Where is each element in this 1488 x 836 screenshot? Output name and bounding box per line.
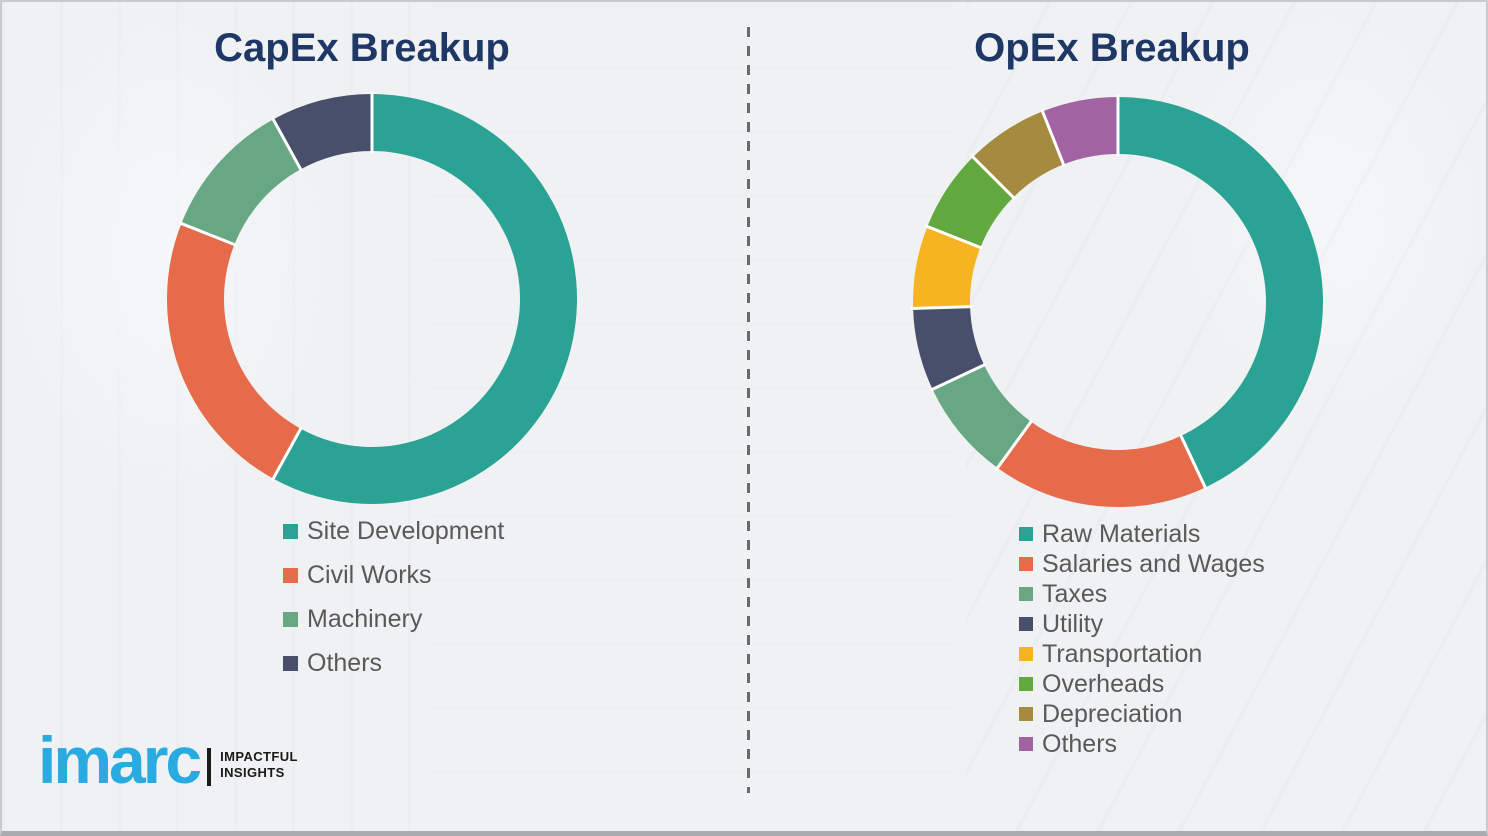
legend-label-raw-materials: Raw Materials [1042, 519, 1201, 548]
imarc-logo-tagline: IMPACTFUL INSIGHTS [220, 749, 298, 781]
legend-swatch-civil-works [283, 567, 298, 583]
donut-segment-machinery [181, 119, 301, 245]
segment-gap-line [995, 419, 1034, 471]
donut-segment-taxes [932, 365, 1032, 468]
imarc-logo: imarc IMPACTFUL INSIGHTS [38, 724, 298, 796]
tagline-line-2: INSIGHTS [220, 765, 285, 780]
legend-item-utility: Utility [1019, 609, 1265, 639]
opex-legend: Raw Materials Salaries and Wages Taxes Util… [1019, 519, 1265, 759]
legend-swatch-taxes [1019, 587, 1033, 601]
legend-swatch-others [1019, 737, 1033, 751]
donut-segment-raw-materials [1118, 97, 1323, 488]
legend-item-taxes: Taxes [1019, 579, 1265, 609]
legend-item-salaries-and-wages: Salaries and Wages [1019, 549, 1265, 579]
legend-item-others: Others [1019, 729, 1265, 759]
logo-divider-bar [207, 748, 212, 786]
legend-swatch-depreciation [1019, 707, 1033, 721]
legend-label-civil-works: Civil Works [307, 560, 432, 589]
legend-item-site-development: Site Development [283, 509, 504, 553]
panel-divider-dashed-line [747, 27, 750, 793]
segment-gap-line [924, 224, 983, 250]
opex-chart-title: OpEx Breakup [974, 26, 1250, 70]
opex-donut-chart [911, 95, 1323, 507]
legend-item-machinery: Machinery [283, 597, 504, 641]
legend-item-overheads: Overheads [1019, 669, 1265, 699]
legend-label-others: Others [307, 648, 383, 677]
legend-label-overheads: Overheads [1042, 669, 1165, 698]
segment-gap-line [970, 154, 1016, 200]
donut-segment-others [273, 94, 372, 170]
tagline-line-1: IMPACTFUL [220, 749, 298, 764]
legend-item-raw-materials: Raw Materials [1019, 519, 1265, 549]
legend-label-taxes: Taxes [1042, 579, 1108, 608]
legend-swatch-site-development [283, 523, 298, 539]
legend-swatch-others [283, 655, 298, 671]
legend-swatch-transportation [1019, 647, 1033, 661]
segment-gap-line [270, 116, 303, 172]
legend-label-machinery: Machinery [307, 604, 423, 633]
legend-label-salaries-and-wages: Salaries and Wages [1042, 549, 1265, 578]
segment-gap-line [1040, 108, 1066, 167]
legend-label-utility: Utility [1042, 609, 1104, 638]
capex-chart-title: CapEx Breakup [214, 26, 510, 70]
legend-label-site-development: Site Development [307, 516, 505, 545]
segment-gap-line [178, 221, 237, 247]
legend-swatch-machinery [283, 611, 298, 627]
segment-gap-line [1178, 433, 1208, 490]
capex-legend: Site Development Civil Works Machinery Othe… [283, 509, 504, 685]
legend-label-depreciation: Depreciation [1042, 699, 1183, 728]
legend-label-transportation: Transportation [1042, 639, 1203, 668]
legend-item-civil-works: Civil Works [283, 553, 504, 597]
donut-segment-site-development [273, 94, 577, 504]
legend-item-depreciation: Depreciation [1019, 699, 1265, 729]
legend-swatch-raw-materials [1019, 527, 1033, 541]
donut-segment-utility [913, 306, 985, 390]
legend-label-others: Others [1042, 729, 1118, 758]
donut-segment-transportation [913, 226, 981, 309]
donut-segment-salaries-and-wages [997, 421, 1206, 507]
segment-gap-line [270, 426, 303, 482]
imarc-logo-wordmark: imarc [38, 723, 202, 797]
legend-swatch-salaries-and-wages [1019, 557, 1033, 571]
donut-segment-depreciation [973, 111, 1064, 198]
segment-gap-line [911, 305, 973, 311]
legend-item-others: Others [283, 641, 504, 685]
capex-donut-chart [167, 92, 577, 504]
legend-swatch-overheads [1019, 677, 1033, 691]
donut-segment-others [1042, 97, 1118, 165]
segment-gap-line [930, 362, 987, 392]
legend-swatch-utility [1019, 617, 1033, 631]
donut-segment-overheads [927, 157, 1014, 248]
legend-item-transportation: Transportation [1019, 639, 1265, 669]
donut-segment-civil-works [167, 223, 301, 479]
